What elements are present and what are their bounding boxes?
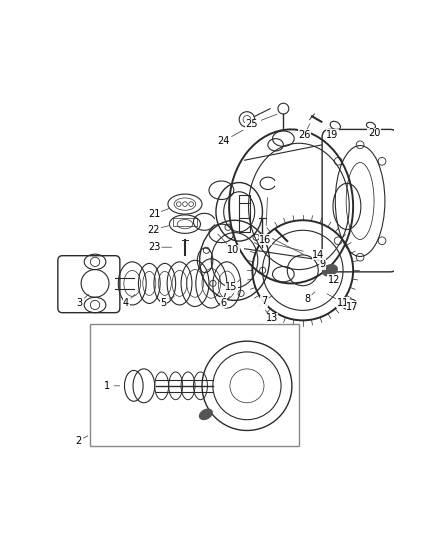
Bar [90,324,299,446]
Text: 3: 3 [77,297,83,308]
Text: 4: 4 [123,297,129,308]
Text: 15: 15 [225,282,238,292]
Text: 17: 17 [346,302,359,311]
Text: 19: 19 [326,130,338,140]
Text: 24: 24 [218,136,230,146]
Bar [239,195,250,232]
Ellipse shape [199,409,212,419]
Text: 21: 21 [148,209,160,219]
Text: 6: 6 [221,297,227,308]
Text: 7: 7 [261,296,267,306]
Text: 23: 23 [148,242,160,252]
Bar [173,218,198,225]
Text: 14: 14 [312,250,325,260]
Text: 26: 26 [298,130,311,140]
Text: 25: 25 [245,119,258,129]
Text: 22: 22 [148,224,160,235]
Circle shape [346,301,352,308]
Text: 20: 20 [368,128,380,138]
Text: 2: 2 [75,436,81,446]
Text: 11: 11 [337,297,349,308]
Text: 10: 10 [227,245,239,255]
Text: 9: 9 [320,259,326,269]
Text: 12: 12 [328,274,340,285]
Text: 8: 8 [304,294,311,304]
Text: 13: 13 [265,313,278,323]
Text: 5: 5 [160,297,166,308]
Ellipse shape [322,264,337,276]
Text: 1: 1 [104,381,110,391]
Text: 16: 16 [259,235,272,245]
